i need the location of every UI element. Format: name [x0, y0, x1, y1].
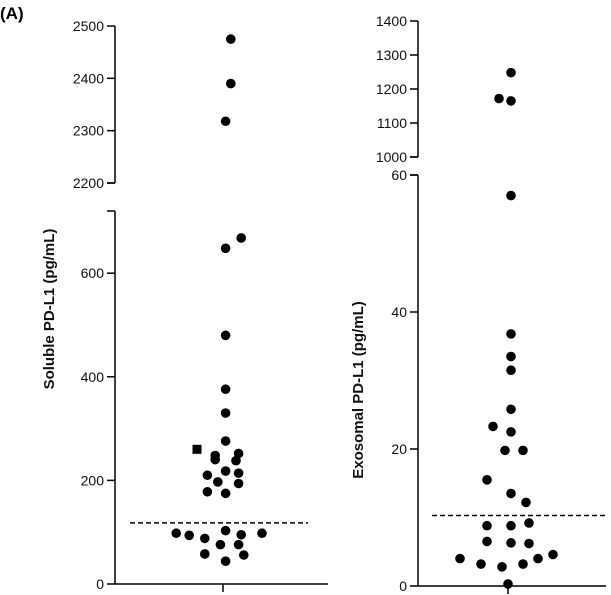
data-point [220, 488, 231, 499]
data-point [220, 556, 231, 567]
y-tick-label: 2400 [73, 70, 104, 86]
y-tick-label: 20 [391, 441, 407, 457]
y-tick-label: 1000 [376, 149, 407, 165]
y-tick-label: 1300 [376, 47, 407, 63]
y-tick-label: 400 [81, 369, 105, 385]
data-point [233, 539, 244, 550]
data-point [236, 233, 246, 243]
y-tick-label: 1400 [376, 13, 407, 29]
data-point [506, 329, 516, 339]
data-point [171, 528, 181, 539]
data-point [506, 520, 516, 531]
data-point [548, 549, 558, 560]
y-tick-label: 200 [81, 472, 105, 488]
data-point [500, 445, 510, 456]
data-point [233, 468, 244, 478]
y-tick-label: 0 [399, 578, 407, 594]
data-point [482, 520, 492, 531]
data-point [231, 455, 241, 466]
data-point [239, 550, 249, 560]
data-point [184, 530, 194, 541]
data-point [533, 553, 543, 564]
data-point [506, 404, 516, 415]
data-point [524, 518, 534, 528]
y-axis-label: Exosomal PD-L1 (pg/mL) [350, 301, 367, 479]
data-point [494, 93, 504, 104]
y-tick-label: 1200 [376, 81, 407, 97]
data-point [220, 436, 231, 446]
y-tick-label: 1100 [377, 115, 407, 131]
y-tick-label: 2300 [73, 123, 104, 139]
data-point [220, 330, 231, 341]
data-point [506, 96, 516, 106]
y-tick-label: 0 [96, 576, 104, 592]
data-point [220, 116, 231, 127]
data-point [200, 549, 210, 559]
y-axis-label: Soluble PD-L1 (pg/mL) [41, 229, 58, 390]
data-point [503, 579, 513, 589]
data-point [202, 470, 213, 481]
data-point [455, 553, 465, 564]
data-point [213, 477, 223, 487]
data-point [524, 538, 534, 549]
y-tick-label: 600 [81, 265, 105, 281]
data-point [210, 454, 220, 465]
data-point [476, 559, 486, 569]
data-point [202, 486, 213, 497]
data-point [506, 365, 516, 376]
data-point [233, 478, 244, 489]
data-point [506, 351, 516, 362]
data-point [257, 528, 267, 539]
y-tick-label: 40 [391, 304, 407, 320]
data-point [506, 67, 516, 78]
data-point [506, 427, 516, 437]
data-point [518, 445, 528, 456]
data-point-square [192, 444, 202, 454]
data-point [220, 243, 231, 254]
data-point [220, 408, 231, 418]
data-point [518, 559, 528, 569]
data-point [220, 525, 231, 536]
chart-soluble-pdl1: Soluble PD-L1 (pg/mL) 0 200 400 600 2200 2300… [41, 18, 328, 592]
data-point [506, 190, 516, 201]
data-point [226, 78, 236, 89]
y-tick-label: 2500 [73, 18, 104, 34]
data-point [215, 539, 226, 550]
data-point [488, 421, 498, 432]
data-point [506, 538, 516, 548]
chart-exosomal-pdl1: Exosomal PD-L1 (pg/mL) 0 20 40 60 1000 1100 12… [350, 13, 606, 594]
data-point [233, 448, 244, 459]
data-point [236, 529, 246, 540]
data-point [200, 533, 210, 544]
data-point [226, 34, 236, 44]
y-tick-label: 60 [391, 167, 407, 183]
data-point [220, 466, 231, 476]
y-tick-label: 2200 [73, 175, 104, 191]
data-point [220, 384, 231, 395]
data-point [497, 562, 507, 572]
data-point [482, 536, 492, 547]
data-point [521, 497, 531, 508]
data-point [482, 475, 492, 485]
data-point [506, 488, 516, 499]
panel-label: (A) [0, 4, 24, 23]
